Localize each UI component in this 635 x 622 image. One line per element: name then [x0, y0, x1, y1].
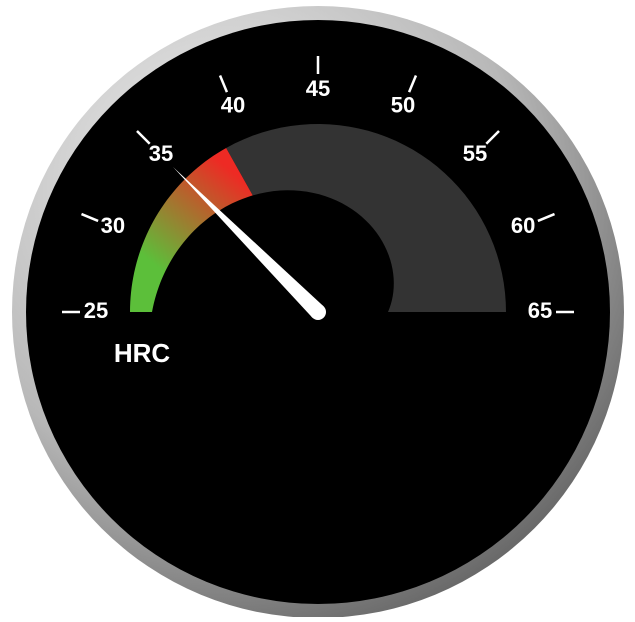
tick-mark	[485, 130, 500, 145]
needle	[173, 167, 324, 318]
tick-mark	[136, 130, 151, 145]
tick-label: 50	[391, 93, 415, 118]
tick-label: 45	[306, 76, 330, 101]
tick-mark	[218, 75, 229, 93]
axis-label: HRC	[114, 338, 171, 368]
tick-mark	[407, 75, 418, 93]
fill-band	[130, 147, 253, 312]
track	[226, 124, 506, 312]
tick-label: 55	[463, 141, 487, 166]
tick-label: 65	[528, 298, 552, 323]
tick-mark	[537, 212, 555, 223]
tick-label: 60	[511, 213, 535, 238]
tick-label: 40	[221, 93, 245, 118]
tick-label: 35	[149, 141, 173, 166]
tick-label: 25	[84, 298, 108, 323]
tick-label: 30	[101, 213, 125, 238]
needle-hub	[310, 304, 326, 320]
tick-mark	[81, 212, 99, 223]
